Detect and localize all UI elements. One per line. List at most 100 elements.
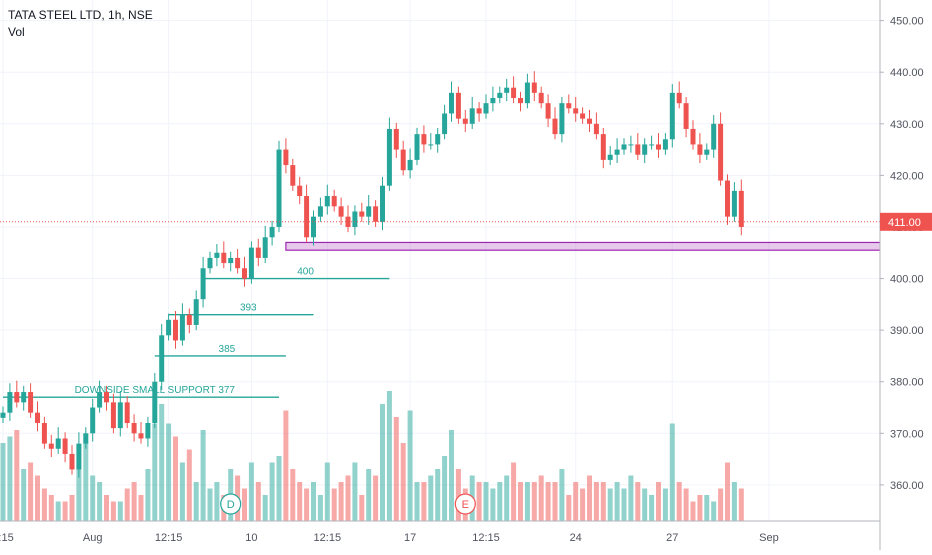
candle-body[interactable] <box>476 108 482 114</box>
candle-body[interactable] <box>110 402 116 429</box>
candle-body[interactable] <box>83 433 89 444</box>
candle-body[interactable] <box>621 144 627 150</box>
candle-body[interactable] <box>559 103 565 135</box>
candle-body[interactable] <box>145 422 151 439</box>
candle-body[interactable] <box>538 92 544 104</box>
candle-body[interactable] <box>359 211 365 217</box>
candle-body[interactable] <box>69 453 75 470</box>
candle-body[interactable] <box>462 118 468 124</box>
candle-body[interactable] <box>304 196 310 238</box>
candle-body[interactable] <box>297 185 303 197</box>
candle-body[interactable] <box>242 268 247 279</box>
candle-body[interactable] <box>124 402 130 423</box>
candle-body[interactable] <box>7 392 13 413</box>
candle-body[interactable] <box>41 422 47 444</box>
candle-body[interactable] <box>393 128 399 150</box>
candle-body[interactable] <box>718 123 724 181</box>
candle-body[interactable] <box>352 211 358 227</box>
candle-body[interactable] <box>649 144 655 146</box>
candle-body[interactable] <box>614 149 620 155</box>
candle-body[interactable] <box>455 92 461 119</box>
candle-body[interactable] <box>207 257 213 269</box>
price-axis[interactable] <box>880 0 932 550</box>
candle-body[interactable] <box>669 92 675 140</box>
candle-body[interactable] <box>373 206 379 222</box>
candle-body[interactable] <box>524 82 530 104</box>
candle-body[interactable] <box>642 144 648 155</box>
candle-body[interactable] <box>593 123 599 135</box>
candle-body[interactable] <box>400 149 406 171</box>
candle-body[interactable] <box>580 113 586 119</box>
candle-body[interactable] <box>324 196 330 207</box>
candle-body[interactable] <box>331 196 337 207</box>
candle-body[interactable] <box>228 257 234 264</box>
candle-body[interactable] <box>255 247 261 258</box>
earnings-marker[interactable] <box>454 493 476 515</box>
candle-body[interactable] <box>600 134 606 160</box>
candle-body[interactable] <box>104 392 109 403</box>
candle-body[interactable] <box>179 314 185 341</box>
candle-body[interactable] <box>469 108 475 124</box>
candle-body[interactable] <box>283 149 289 166</box>
candle-body[interactable] <box>90 407 96 434</box>
candle-body[interactable] <box>704 149 710 155</box>
candle-body[interactable] <box>607 154 613 160</box>
candle-body[interactable] <box>55 438 61 449</box>
candle-body[interactable] <box>628 144 634 146</box>
candle-body[interactable] <box>738 190 744 227</box>
candle-body[interactable] <box>690 128 696 145</box>
candle-body[interactable] <box>545 103 551 119</box>
candle-body[interactable] <box>725 180 730 217</box>
candle-body[interactable] <box>193 299 199 325</box>
candle-body[interactable] <box>214 252 220 258</box>
candle-body[interactable] <box>518 98 523 104</box>
candle-body[interactable] <box>311 216 316 238</box>
candle-body[interactable] <box>276 149 282 227</box>
candle-body[interactable] <box>262 237 268 258</box>
candle-body[interactable] <box>504 87 510 93</box>
candle-body[interactable] <box>269 226 275 238</box>
candle-body[interactable] <box>317 206 323 217</box>
candle-body[interactable] <box>200 268 206 300</box>
candle-body[interactable] <box>138 433 144 439</box>
candle-body[interactable] <box>511 87 517 99</box>
candle-body[interactable] <box>48 443 54 449</box>
candle-body[interactable] <box>421 134 427 145</box>
candle-body[interactable] <box>248 247 254 279</box>
candle-body[interactable] <box>221 252 227 264</box>
candle-body[interactable] <box>552 118 558 135</box>
candle-body[interactable] <box>442 113 448 135</box>
candle-body[interactable] <box>697 144 703 155</box>
candle-body[interactable] <box>414 134 420 160</box>
candle-body[interactable] <box>662 139 668 150</box>
candle-body[interactable] <box>386 128 392 186</box>
candle-body[interactable] <box>76 443 82 470</box>
candle-body[interactable] <box>566 103 572 109</box>
candle-body[interactable] <box>235 257 241 269</box>
candle-body[interactable] <box>731 190 737 217</box>
candle-body[interactable] <box>166 319 172 336</box>
candle-body[interactable] <box>97 392 103 408</box>
candle-body[interactable] <box>483 103 489 114</box>
candle-body[interactable] <box>28 392 34 413</box>
candle-body[interactable] <box>159 335 165 382</box>
candle-body[interactable] <box>449 92 454 114</box>
candle-body[interactable] <box>711 123 717 150</box>
candle-body[interactable] <box>117 402 123 429</box>
candle-body[interactable] <box>338 206 344 217</box>
candle-body[interactable] <box>14 392 20 403</box>
candle-body[interactable] <box>573 108 579 114</box>
dividend-marker[interactable] <box>220 493 242 515</box>
support-zone-rectangle[interactable] <box>285 241 932 251</box>
candle-body[interactable] <box>152 381 158 423</box>
candle-body[interactable] <box>676 92 682 104</box>
candle-body[interactable] <box>587 118 592 124</box>
candle-body[interactable] <box>186 314 192 325</box>
candle-body[interactable] <box>131 422 137 434</box>
candle-body[interactable] <box>35 412 40 423</box>
candle-body[interactable] <box>635 144 641 155</box>
candle-body[interactable] <box>428 144 434 146</box>
candle-body[interactable] <box>380 185 385 222</box>
